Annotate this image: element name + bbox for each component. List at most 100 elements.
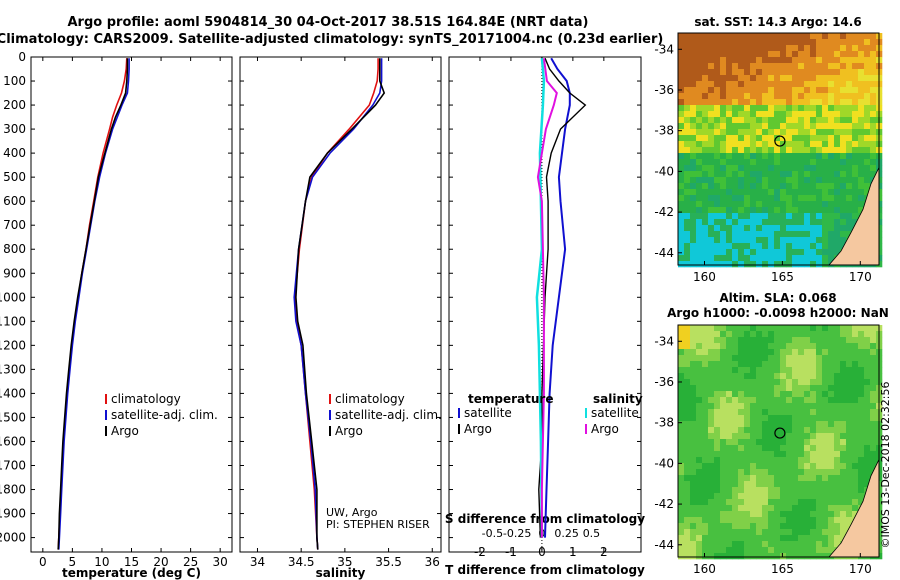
sst-map-cell — [744, 45, 751, 52]
sla-map-cell — [738, 433, 745, 440]
sla-map-cell — [684, 379, 691, 386]
sst-map-cell — [744, 93, 751, 100]
sst-map-cell — [708, 111, 715, 118]
sla-map-cell — [738, 421, 745, 428]
sla-map-cell — [762, 469, 769, 476]
sst-map-cell — [678, 237, 685, 244]
sst-map-cell — [690, 189, 697, 196]
sst-map-cell — [732, 45, 739, 52]
sst-map-cell — [780, 255, 787, 262]
sla-map-cell — [858, 397, 865, 404]
sst-map-cell — [780, 105, 787, 112]
sla-map-cell — [720, 535, 727, 542]
sst-map-cell — [732, 165, 739, 172]
sla-map-cell — [708, 517, 715, 524]
sst-map-cell — [690, 45, 697, 52]
sla-map-cell — [726, 379, 733, 386]
sst-map-cell — [720, 177, 727, 184]
sla-map-cell — [750, 397, 757, 404]
sst-map-cell — [732, 63, 739, 70]
temperature-xlabel: temperature (deg C) — [62, 566, 201, 580]
sla-map-cell — [714, 493, 721, 500]
sst-map-cell — [720, 93, 727, 100]
sla-map-cell — [834, 541, 841, 548]
sst-map-cell — [798, 63, 805, 70]
sst-map-cell — [834, 147, 841, 154]
sst-map-cell — [816, 51, 823, 58]
sla-map-cell — [714, 373, 721, 380]
sla-map-cell — [744, 415, 751, 422]
sla-map-cell — [774, 385, 781, 392]
sla-map-cell — [738, 337, 745, 344]
sst-map-cell — [678, 129, 685, 136]
y-tick-label: 2000 — [0, 531, 26, 545]
sla-map-cell — [822, 349, 829, 356]
sst-map-cell — [864, 33, 871, 40]
sla-map-cell — [756, 379, 763, 386]
sla-map-cell — [708, 535, 715, 542]
sla-map-cell — [702, 517, 709, 524]
sst-map-cell — [810, 201, 817, 208]
sla-map-cell — [726, 547, 733, 554]
sst-map-cell — [738, 249, 745, 256]
sla-map-cell — [828, 427, 835, 434]
sst-map-cell — [726, 105, 733, 112]
sst-map-cell — [816, 249, 823, 256]
sst-map-cell — [726, 87, 733, 94]
sla-map-cell — [822, 529, 829, 536]
sla-map-cell — [702, 427, 709, 434]
sst-map-cell — [744, 165, 751, 172]
sst-map-cell — [732, 195, 739, 202]
sla-map-cell — [810, 445, 817, 452]
sst-map-cell — [846, 45, 853, 52]
sla-map-cell — [780, 529, 787, 536]
sst-map-cell — [804, 69, 811, 76]
sla-map-cell — [696, 421, 703, 428]
sla-map-cell — [864, 421, 871, 428]
sla-map-cell — [684, 409, 691, 416]
sla-map-cell — [792, 367, 799, 374]
sla-map-cell — [690, 517, 697, 524]
sla-map-cell — [720, 415, 727, 422]
sla-map-cell — [678, 481, 685, 488]
sst-map-cell — [708, 225, 715, 232]
sst-map-cell — [840, 165, 847, 172]
sla-map-cell — [786, 541, 793, 548]
sla-map-cell — [852, 349, 859, 356]
sla-map-cell — [846, 463, 853, 470]
sla-map-cell — [846, 523, 853, 530]
sla-map-cell — [792, 403, 799, 410]
sla-map-cell — [864, 367, 871, 374]
sst-map-cell — [678, 183, 685, 190]
sst-map-cell — [690, 201, 697, 208]
sla-map-cell — [708, 451, 715, 458]
sla-map-cell — [732, 463, 739, 470]
sst-map-cell — [792, 213, 799, 220]
sla-map-cell — [816, 337, 823, 344]
sst-map-cell — [768, 129, 775, 136]
sla-map-cell — [810, 469, 817, 476]
sst-map-cell — [840, 111, 847, 118]
sst-map-cell — [810, 177, 817, 184]
sla-map-cell — [762, 463, 769, 470]
sla-map-cell — [768, 481, 775, 488]
sst-map-cell — [810, 249, 817, 256]
sst-map-cell — [804, 243, 811, 250]
sla-map-cell — [786, 457, 793, 464]
sst-map-cell — [846, 159, 853, 166]
sla-map-cell — [864, 373, 871, 380]
sst-map-cell — [858, 87, 865, 94]
sst-map-cell — [714, 201, 721, 208]
sla-map-cell — [678, 535, 685, 542]
sla-map-cell — [786, 433, 793, 440]
sst-map-cell — [846, 93, 853, 100]
sla-map-cell — [804, 433, 811, 440]
sla-map-cell — [846, 337, 853, 344]
sst-map-cell — [726, 261, 733, 268]
sst-map-cell — [702, 255, 709, 262]
sst-map-cell — [822, 201, 829, 208]
sst-map-cell — [702, 243, 709, 250]
sst-map-cell — [780, 243, 787, 250]
sst-map-cell — [822, 219, 829, 226]
sst-map-cell — [816, 183, 823, 190]
